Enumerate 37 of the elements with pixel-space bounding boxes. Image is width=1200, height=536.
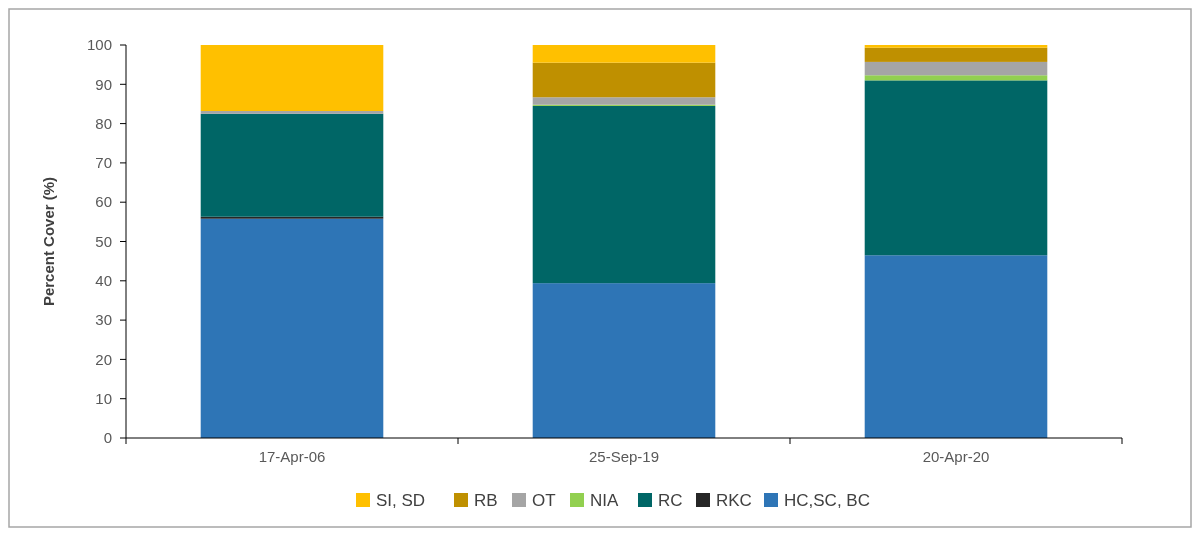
bar — [864, 255, 1048, 438]
bar — [200, 113, 384, 217]
bar — [864, 80, 1048, 256]
y-tick-label: 20 — [95, 350, 112, 368]
y-tick-label: 80 — [95, 114, 112, 132]
legend-label: RKC — [716, 490, 752, 510]
legend-label: NIA — [590, 490, 619, 510]
y-tick-label: 50 — [95, 232, 112, 250]
legend-label: HC,SC, BC — [784, 490, 870, 510]
x-tick-label: 17-Apr-06 — [258, 448, 326, 465]
y-tick-label: 70 — [95, 154, 112, 172]
legend-label: SI, SD — [376, 490, 426, 510]
bar — [200, 45, 384, 112]
y-tick-label: 30 — [95, 311, 112, 329]
y-axis-title: Percent Cover (%) — [40, 176, 57, 307]
bar — [864, 47, 1048, 62]
bar — [532, 283, 716, 438]
x-tick-label: 25-Sep-19 — [588, 448, 660, 465]
legend-label: RC — [658, 490, 683, 510]
legend-label: RB — [474, 490, 498, 510]
y-tick-label: 10 — [95, 389, 112, 407]
bar — [532, 62, 716, 98]
y-tick-label: 90 — [95, 75, 112, 93]
bar — [532, 97, 716, 105]
bar — [532, 45, 716, 63]
y-tick-label: 40 — [95, 272, 112, 290]
y-tick-label: 100 — [86, 36, 112, 54]
legend-label: OT — [532, 490, 556, 510]
bar — [864, 75, 1048, 81]
bar — [200, 111, 384, 114]
y-tick-label: 0 — [103, 429, 112, 447]
x-tick-label: 20-Apr-20 — [922, 448, 990, 465]
bar — [864, 45, 1048, 48]
y-tick-label: 60 — [95, 193, 112, 211]
bar — [532, 105, 716, 284]
bar — [864, 61, 1048, 76]
bar — [200, 218, 384, 438]
